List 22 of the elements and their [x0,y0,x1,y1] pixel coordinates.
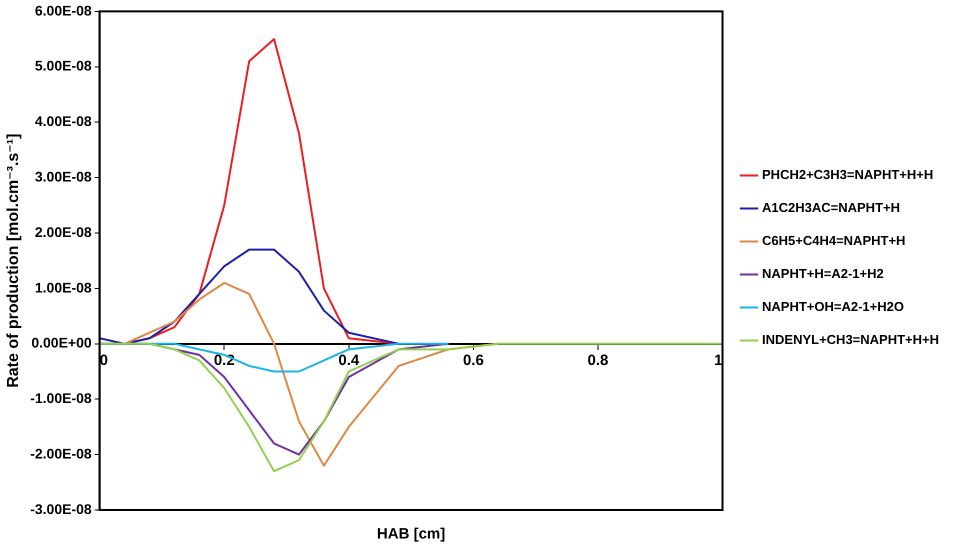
y-tick-label: 2.00E-08 [34,224,92,240]
x-tick-label: 0.6 [462,352,484,369]
x-axis-title: HAB [cm] [376,526,446,543]
y-tick-label: 0.00E+00 [31,334,92,351]
legend-label: PHCH2+C3H3=NAPHT+H+H [762,167,934,182]
y-tick-label: 1.00E-08 [34,279,92,296]
x-tick-label: 0.4 [338,352,360,369]
legend-label: C6H5+C4H4=NAPHT+H [762,233,906,248]
legend-label: A1C2H3AC=NAPHT+H [762,200,900,216]
x-tick-label: 0 [100,352,108,369]
legend-label: NAPHT+OH=A2-1+H2O [762,299,904,314]
y-axis-title: Rate of production [mol.cm⁻³.s⁻¹] [5,134,22,388]
y-tick-label: 6.00E-08 [34,2,92,18]
y-tick-label: 5.00E-08 [34,58,92,74]
y-tick-label: -2.00E-08 [30,445,92,462]
legend-label: INDENYL+CH3=NAPHT+H+H [762,332,940,348]
y-tick-label: 4.00E-08 [34,113,92,130]
y-tick-label: -3.00E-08 [30,500,92,517]
y-tick-label: 3.00E-08 [34,168,92,184]
y-tick-label: -1.00E-08 [30,390,92,406]
legend-label: NAPHT+H=A2-1+H2 [762,266,884,282]
x-tick-label: 0.8 [588,352,608,369]
